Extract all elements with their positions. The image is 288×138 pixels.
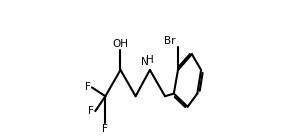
Text: N: N: [141, 57, 149, 67]
Text: Br: Br: [164, 36, 176, 46]
Text: F: F: [85, 83, 91, 92]
Text: F: F: [103, 124, 108, 134]
Text: F: F: [88, 106, 94, 116]
Text: OH: OH: [113, 39, 128, 49]
Text: H: H: [146, 55, 154, 65]
